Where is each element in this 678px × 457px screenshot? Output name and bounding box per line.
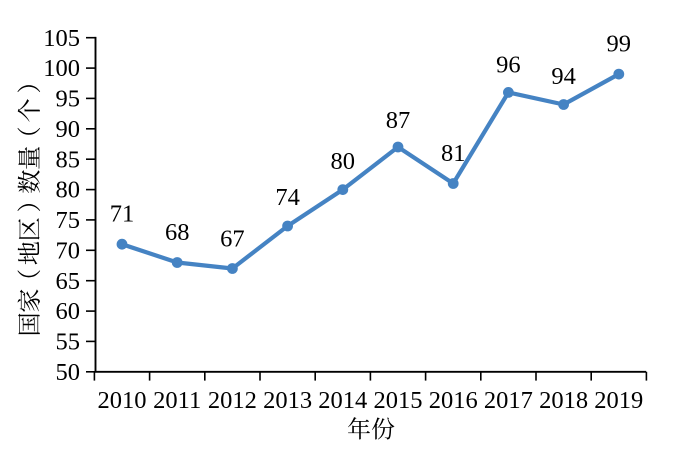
svg-text:105: 105 (43, 25, 80, 52)
svg-text:2016: 2016 (429, 387, 478, 414)
svg-text:74: 74 (275, 184, 300, 211)
svg-text:2019: 2019 (594, 387, 643, 414)
svg-text:95: 95 (56, 86, 81, 113)
svg-text:96: 96 (496, 52, 521, 79)
svg-text:2015: 2015 (374, 387, 423, 414)
svg-text:100: 100 (43, 55, 80, 82)
svg-text:2010: 2010 (98, 387, 147, 414)
svg-text:87: 87 (386, 107, 411, 134)
svg-text:81: 81 (441, 140, 466, 167)
svg-text:2014: 2014 (318, 387, 367, 414)
svg-text:2017: 2017 (484, 387, 533, 414)
svg-text:90: 90 (56, 116, 81, 143)
svg-text:70: 70 (56, 237, 81, 264)
svg-text:55: 55 (56, 329, 81, 356)
svg-text:94: 94 (551, 63, 576, 90)
svg-text:85: 85 (56, 146, 81, 173)
svg-text:65: 65 (56, 268, 81, 295)
svg-text:2018: 2018 (539, 387, 588, 414)
svg-text:99: 99 (607, 30, 632, 57)
svg-text:75: 75 (56, 207, 81, 234)
svg-text:2013: 2013 (263, 387, 312, 414)
svg-text:71: 71 (110, 201, 135, 228)
svg-text:67: 67 (220, 226, 245, 253)
svg-text:50: 50 (56, 359, 81, 386)
svg-text:68: 68 (165, 219, 190, 246)
svg-text:80: 80 (331, 148, 356, 175)
svg-text:2011: 2011 (153, 387, 201, 414)
svg-text:2012: 2012 (208, 387, 257, 414)
svg-text:60: 60 (56, 298, 81, 325)
svg-text:80: 80 (56, 177, 81, 204)
